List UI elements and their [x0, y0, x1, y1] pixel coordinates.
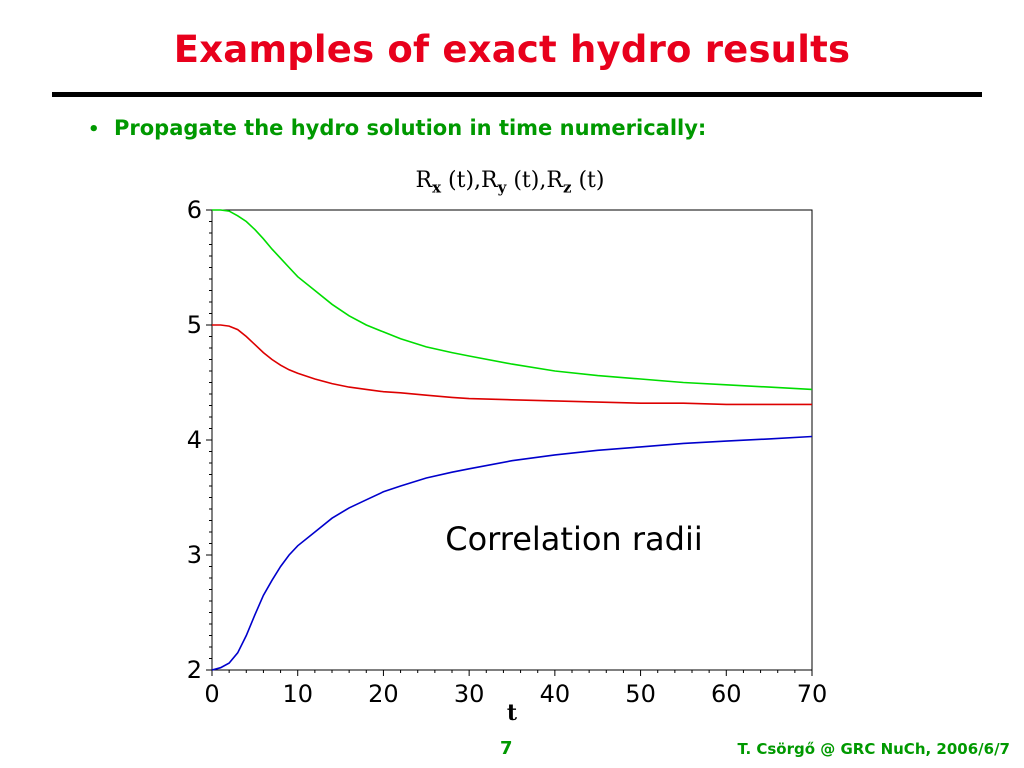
series-line-0: [212, 209, 813, 391]
plot-frame: [211, 209, 813, 671]
x-tick-label: 50: [625, 680, 656, 708]
x-tick-label: 70: [797, 680, 828, 708]
x-tick-label: 10: [282, 680, 313, 708]
x-axis-label: t: [507, 700, 518, 726]
x-tick-label: 60: [711, 680, 742, 708]
chart-annotation: Correlation radii: [445, 520, 702, 558]
slide-title: Examples of exact hydro results: [173, 28, 851, 71]
x-tick-label: 20: [368, 680, 399, 708]
footer-credit: T. Csörgő @ GRC NuCh, 2006/6/7: [737, 740, 1010, 758]
series-line-2: [211, 435, 813, 671]
y-tick-label: 5: [187, 311, 202, 339]
bullet-text: Propagate the hydro solution in time num…: [114, 116, 707, 140]
page-number: 7: [500, 738, 513, 759]
y-tick-label: 4: [187, 426, 202, 454]
bullet-item: • Propagate the hydro solution in time nu…: [88, 116, 706, 140]
x-tick-label: 30: [454, 680, 485, 708]
x-tick-label: 40: [540, 680, 571, 708]
bullet-dot-icon: •: [88, 119, 100, 140]
chart-title: Rx (t),Ry (t),Rz (t): [415, 168, 605, 197]
title-divider: [52, 92, 982, 97]
y-tick-label: 3: [187, 541, 202, 569]
series-line-1: [212, 324, 812, 406]
y-tick-label: 2: [187, 656, 202, 684]
y-tick-label: 6: [187, 200, 202, 224]
x-tick-label: 0: [204, 680, 219, 708]
